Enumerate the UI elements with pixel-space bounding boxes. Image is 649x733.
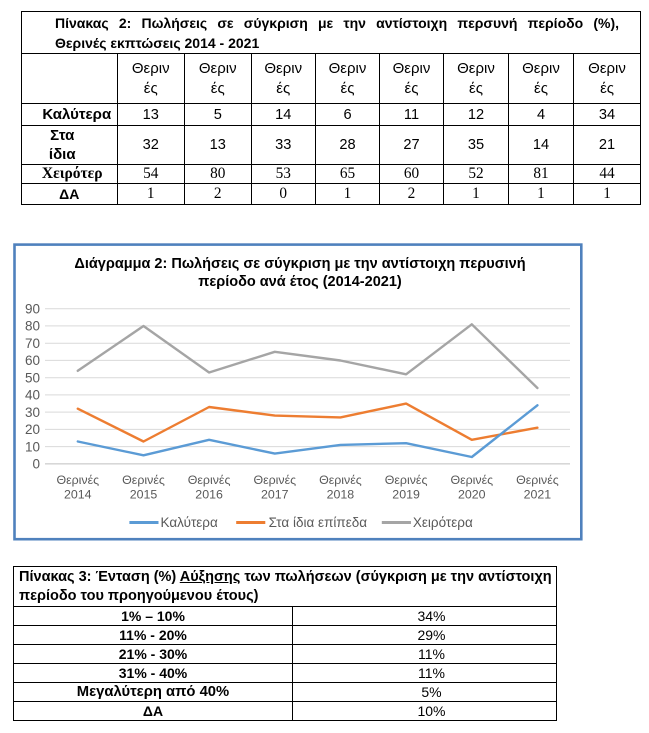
svg-text:Θερινές: Θερινές: [188, 473, 231, 487]
svg-text:2015: 2015: [130, 487, 158, 501]
svg-text:60: 60: [25, 353, 40, 368]
svg-text:Στα ίδια επίπεδα: Στα ίδια επίπεδα: [269, 515, 368, 530]
svg-text:Θερινές: Θερινές: [450, 473, 493, 487]
svg-text:Θερινές: Θερινές: [253, 473, 296, 487]
svg-text:70: 70: [25, 336, 40, 351]
svg-text:περίοδο ανά έτος (2014-2021): περίοδο ανά έτος (2014-2021): [198, 274, 402, 290]
svg-text:10: 10: [25, 439, 40, 454]
svg-text:2014: 2014: [64, 487, 92, 501]
svg-text:Θερινές: Θερινές: [56, 473, 99, 487]
svg-text:2021: 2021: [524, 487, 552, 501]
svg-text:2018: 2018: [327, 487, 355, 501]
svg-text:2017: 2017: [261, 487, 289, 501]
svg-text:40: 40: [25, 388, 40, 403]
svg-text:Χειρότερα: Χειρότερα: [413, 515, 473, 530]
svg-text:Θερινές: Θερινές: [122, 473, 165, 487]
svg-text:2020: 2020: [458, 487, 486, 501]
svg-text:0: 0: [32, 457, 40, 472]
svg-text:2016: 2016: [195, 487, 223, 501]
svg-text:30: 30: [25, 405, 40, 420]
svg-text:Θερινές: Θερινές: [319, 473, 362, 487]
svg-text:20: 20: [25, 422, 40, 437]
svg-text:Καλύτερα: Καλύτερα: [161, 515, 218, 530]
svg-text:80: 80: [25, 319, 40, 334]
svg-text:Θερινές: Θερινές: [385, 473, 428, 487]
svg-text:2019: 2019: [392, 487, 420, 501]
svg-text:90: 90: [25, 302, 40, 317]
svg-text:Θερινές: Θερινές: [516, 473, 559, 487]
svg-text:50: 50: [25, 371, 40, 386]
svg-text:Διάγραμμα 2: Πωλήσεις σε σύγκρ: Διάγραμμα 2: Πωλήσεις σε σύγκριση με την…: [74, 256, 525, 272]
